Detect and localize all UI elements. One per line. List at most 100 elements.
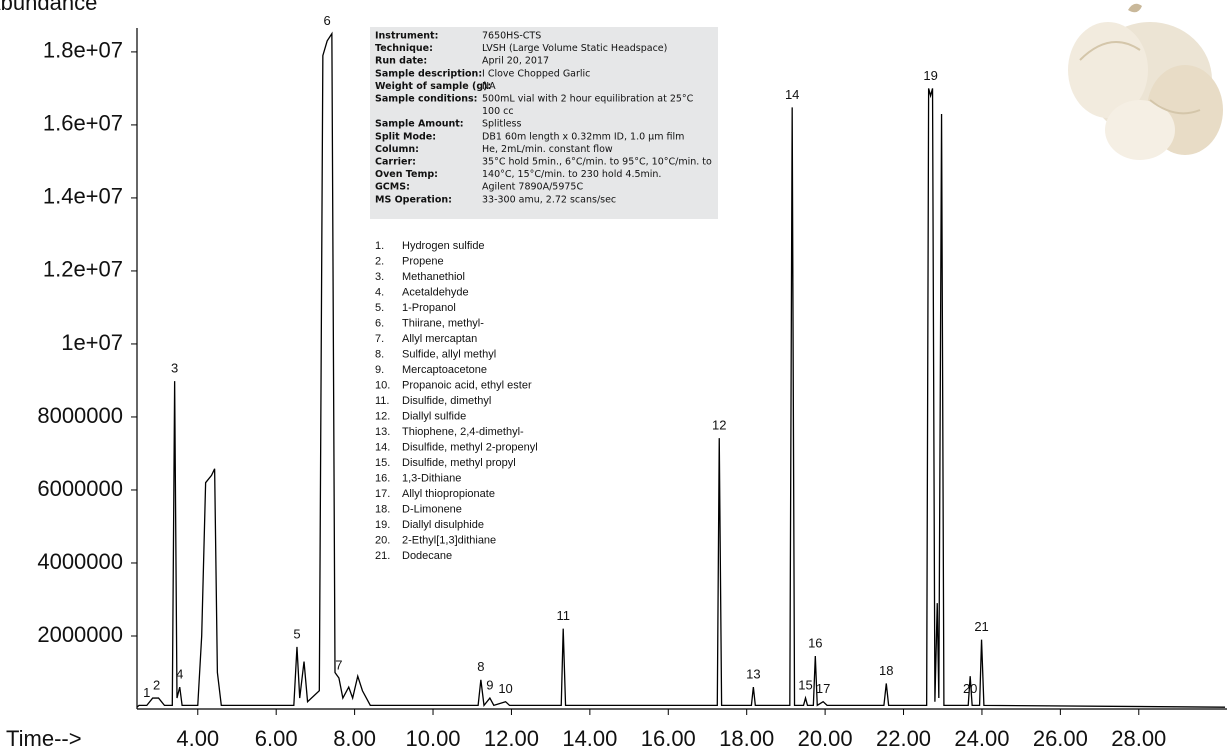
- y-tick-label: 1.2e+07: [43, 257, 123, 282]
- compound-number: 16.: [375, 472, 390, 484]
- info-key: Column:: [375, 144, 419, 155]
- compound-name: Thiirane, methyl-: [402, 317, 484, 329]
- y-tick-label: 1e+07: [61, 330, 123, 355]
- info-value: 33-300 amu, 2.72 scans/sec: [482, 194, 616, 205]
- info-key: Instrument:: [375, 31, 438, 42]
- x-tick-label: 10.00: [405, 726, 460, 751]
- compound-name: 1,3-Dithiane: [402, 472, 461, 484]
- compound-number: 19.: [375, 519, 390, 531]
- compound-name: Diallyl sulfide: [402, 410, 466, 422]
- peak-label: 1: [143, 685, 150, 700]
- info-key: GCMS:: [375, 182, 410, 193]
- peak-label: 2: [153, 677, 160, 692]
- x-tick-label: 24.00: [954, 726, 1009, 751]
- info-key: Sample description:: [375, 68, 482, 79]
- info-value: 35°C hold 5min., 6°C/min. to 95°C, 10°C/…: [482, 157, 712, 168]
- y-tick-label: 1.6e+07: [43, 111, 123, 136]
- x-tick-label: 6.00: [255, 726, 298, 751]
- compound-number: 21.: [375, 550, 390, 562]
- peak-label: 4: [176, 667, 183, 682]
- compound-number: 9.: [375, 364, 384, 376]
- compound-name: Diallyl disulphide: [402, 519, 484, 531]
- peak-label: 15: [798, 677, 812, 692]
- x-axis-label: Time-->: [6, 726, 82, 751]
- compound-name: Propanoic acid, ethyl ester: [402, 379, 532, 391]
- peak-label: 13: [746, 667, 760, 682]
- y-tick-label: 6000000: [37, 476, 123, 501]
- page: {"chart_data": { "type": "line", "y_labe…: [0, 0, 1227, 755]
- info-value: NA: [482, 81, 496, 92]
- compound-number: 20.: [375, 534, 390, 546]
- peak-label: 3: [171, 361, 178, 376]
- info-value: LVSH (Large Volume Static Headspace): [482, 43, 667, 54]
- y-axis-label: Abundance: [0, 0, 97, 15]
- x-tick-label: 22.00: [876, 726, 931, 751]
- x-tick-label: 16.00: [641, 726, 696, 751]
- compound-number: 15.: [375, 457, 390, 469]
- y-tick-label: 1.4e+07: [43, 184, 123, 209]
- compound-name: Disulfide, dimethyl: [402, 395, 491, 407]
- peak-label: 9: [486, 677, 493, 692]
- info-value: 100 cc: [482, 106, 514, 117]
- compound-number: 14.: [375, 441, 390, 453]
- peak-label: 8: [477, 659, 484, 674]
- info-key: Sample conditions:: [375, 94, 477, 105]
- y-tick-label: 1.8e+07: [43, 38, 123, 63]
- compound-number: 17.: [375, 488, 390, 500]
- compound-name: D-Limonene: [402, 503, 462, 515]
- peak-label: 20: [963, 681, 977, 696]
- compound-number: 18.: [375, 503, 390, 515]
- x-tick-label: 4.00: [176, 726, 219, 751]
- compound-name: Disulfide, methyl 2-propenyl: [402, 441, 538, 453]
- compound-number: 12.: [375, 410, 390, 422]
- x-tick-label: 28.00: [1111, 726, 1166, 751]
- info-key: MS Operation:: [375, 194, 452, 205]
- compound-name: Mercaptoacetone: [402, 364, 487, 376]
- compound-number: 8.: [375, 348, 384, 360]
- compound-name: Methanethiol: [402, 271, 465, 283]
- compound-name: Sulfide, allyl methyl: [402, 348, 496, 360]
- compound-name: Allyl mercaptan: [402, 333, 477, 345]
- info-key: Technique:: [375, 43, 433, 54]
- compound-name: 1-Propanol: [402, 302, 456, 314]
- compound-number: 3.: [375, 271, 384, 283]
- info-key: Split Mode:: [375, 131, 436, 142]
- compound-number: 11.: [375, 395, 389, 407]
- x-tick-label: 26.00: [1033, 726, 1088, 751]
- info-key: Sample Amount:: [375, 119, 464, 130]
- info-value: Splitless: [482, 119, 521, 130]
- compound-name: Thiophene, 2,4-dimethyl-: [402, 426, 524, 438]
- peak-label: 17: [816, 681, 830, 696]
- compound-name: Disulfide, methyl propyl: [402, 457, 516, 469]
- y-tick-label: 4000000: [37, 549, 123, 574]
- peak-label: 10: [498, 681, 512, 696]
- peak-label: 5: [293, 626, 300, 641]
- compound-name: 2-Ethyl[1,3]dithiane: [402, 534, 496, 546]
- compound-name: Allyl thiopropionate: [402, 488, 495, 500]
- info-value: 500mL vial with 2 hour equilibration at …: [482, 94, 694, 105]
- peak-label: 19: [923, 68, 937, 83]
- info-value: I Clove Chopped Garlic: [482, 68, 590, 79]
- y-tick-label: 8000000: [37, 403, 123, 428]
- info-value: April 20, 2017: [482, 56, 549, 67]
- garlic-image: [1068, 4, 1223, 160]
- compound-number: 1.: [375, 240, 384, 252]
- x-tick-label: 12.00: [484, 726, 539, 751]
- info-key: Oven Temp:: [375, 169, 438, 180]
- info-value: 140°C, 15°C/min. to 230 hold 4.5min.: [482, 169, 661, 180]
- info-key: Carrier:: [375, 157, 416, 168]
- x-tick-label: 14.00: [562, 726, 617, 751]
- x-tick-label: 18.00: [719, 726, 774, 751]
- peak-label: 7: [335, 657, 342, 672]
- compound-number: 5.: [375, 302, 384, 314]
- compound-number: 4.: [375, 286, 384, 298]
- info-value: 7650HS-CTS: [482, 31, 541, 42]
- peak-label: 11: [556, 608, 570, 623]
- chart: Abundance Time--> 2000000400000060000008…: [0, 0, 1227, 755]
- info-key: Weight of sample (g):: [375, 81, 491, 92]
- peak-label: 6: [324, 13, 331, 28]
- compound-name: Acetaldehyde: [402, 286, 469, 298]
- peak-label: 14: [785, 87, 799, 102]
- compound-number: 7.: [375, 333, 384, 345]
- peak-label: 16: [808, 636, 822, 651]
